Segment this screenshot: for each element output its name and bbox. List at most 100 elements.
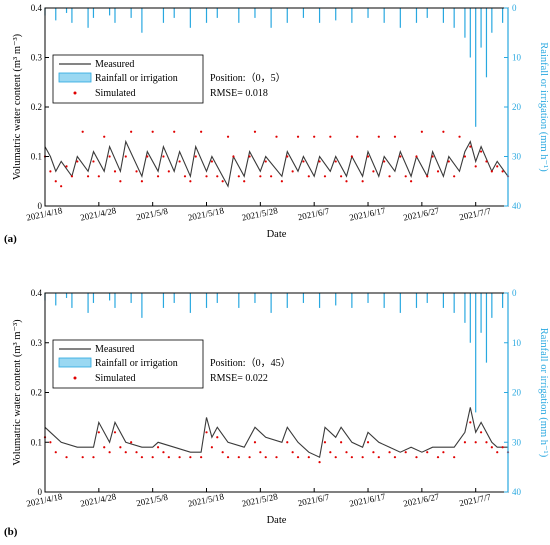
y-right-tick-label: 40: [512, 487, 522, 497]
simulated-point: [442, 130, 445, 133]
simulated-point: [92, 456, 95, 459]
simulated-point: [350, 155, 353, 158]
panel-label: (b): [4, 526, 18, 538]
simulated-point: [442, 451, 445, 454]
simulated-point: [49, 170, 52, 173]
simulated-point: [383, 160, 386, 163]
simulated-point: [501, 170, 504, 173]
x-tick-label: 2021/4/18: [25, 491, 63, 508]
y-right-tick-label: 30: [512, 152, 522, 162]
simulated-point: [393, 456, 397, 459]
simulated-point: [226, 456, 230, 459]
measured-series-line: [44, 407, 508, 458]
simulated-point: [156, 175, 160, 178]
simulated-point: [108, 155, 111, 158]
simulated-point: [377, 135, 380, 138]
simulated-point: [237, 456, 240, 459]
simulated-point: [329, 451, 332, 454]
simulated-point: [415, 155, 418, 158]
simulated-point: [119, 180, 122, 183]
simulated-point: [307, 456, 310, 459]
simulated-point: [479, 150, 483, 153]
simulated-point: [490, 446, 493, 449]
simulated-point: [280, 180, 283, 183]
simulated-point: [253, 441, 257, 444]
simulated-point: [108, 451, 111, 454]
simulated-point: [60, 185, 63, 188]
simulated-point: [313, 135, 316, 138]
simulated-point: [426, 451, 429, 454]
simulated-point: [447, 160, 450, 163]
simulated-point: [135, 170, 138, 173]
simulated-point: [151, 130, 154, 133]
legend-rainfall-label: Rainfall or irrigation: [95, 358, 178, 369]
simulated-point: [232, 155, 235, 158]
legend-rainfall-swatch: [58, 72, 92, 83]
simulated-point: [479, 431, 483, 434]
simulated-point: [275, 135, 278, 138]
simulated-point: [296, 456, 300, 459]
simulated-point: [372, 170, 375, 173]
simulated-point: [86, 175, 90, 178]
simulated-point: [415, 456, 418, 459]
simulated-point: [140, 180, 144, 183]
simulated-point: [334, 160, 337, 163]
simulated-point: [130, 130, 133, 133]
simulated-point: [205, 175, 208, 178]
simulated-point: [264, 160, 267, 163]
simulated-point: [54, 180, 57, 183]
legend-rainfall-label: Rainfall or irrigation: [95, 73, 178, 84]
legend-simulated-label: Simulated: [95, 373, 136, 384]
chart-panel-2: 0 0.1 0.2 0.3 0.4 0 10 20 30 40 2021/4/18 2021/4/28…: [4, 288, 549, 538]
simulated-point: [366, 155, 370, 158]
plot-frame: [44, 292, 509, 493]
y-tick-label: 0.2: [31, 102, 42, 112]
y-tick-label: 0: [38, 487, 43, 497]
simulated-point: [399, 155, 402, 158]
panel-label: (a): [4, 233, 17, 245]
simulated-point: [286, 155, 289, 158]
y-tick-label: 0.3: [31, 338, 43, 348]
simulated-point: [431, 155, 434, 158]
simulated-point: [270, 175, 273, 178]
position-annotation: Position:（0，5）: [210, 72, 286, 84]
simulated-point: [372, 451, 375, 454]
rmse-annotation: RMSE= 0.022: [210, 373, 268, 384]
plot-frame: [44, 7, 509, 207]
simulated-point: [124, 451, 127, 454]
simulated-point: [463, 441, 467, 444]
y-right-tick-label: 0: [512, 288, 517, 298]
simulated-point: [345, 180, 348, 183]
simulated-point: [485, 160, 488, 163]
y-axis-title: Volumatric water content (m³ m⁻³): [12, 319, 23, 466]
simulated-point: [151, 456, 154, 459]
simulated-point: [162, 451, 165, 454]
legend-measured-label: Measured: [95, 59, 134, 70]
simulated-point: [296, 135, 300, 138]
x-axis-title: Date: [267, 515, 287, 526]
simulated-point: [248, 155, 251, 158]
simulated-point: [237, 175, 240, 178]
simulated-point: [210, 446, 213, 449]
legend-simulated-label: Simulated: [95, 88, 136, 99]
simulated-point: [366, 441, 370, 444]
simulated-point: [420, 130, 423, 133]
simulated-point: [453, 175, 456, 178]
simulated-point: [436, 170, 440, 173]
y-right-axis-title: Rainfall or irrigation (mm h⁻¹): [538, 42, 549, 172]
simulated-point: [404, 175, 407, 178]
simulated-point: [124, 155, 127, 158]
simulated-point: [113, 170, 117, 173]
simulated-point: [97, 175, 100, 178]
simulated-point: [216, 436, 219, 439]
legend-measured-label: Measured: [95, 344, 134, 355]
y-axis-title: Volumatric water content (m³ m⁻³): [12, 33, 23, 180]
x-tick-label: 2021/6/17: [349, 491, 387, 508]
simulated-point: [323, 441, 327, 444]
x-tick-label: 2021/6/17: [349, 205, 387, 222]
simulated-point: [200, 456, 203, 459]
simulated-point: [205, 431, 208, 434]
simulated-point: [329, 135, 332, 138]
simulated-point: [501, 446, 504, 449]
